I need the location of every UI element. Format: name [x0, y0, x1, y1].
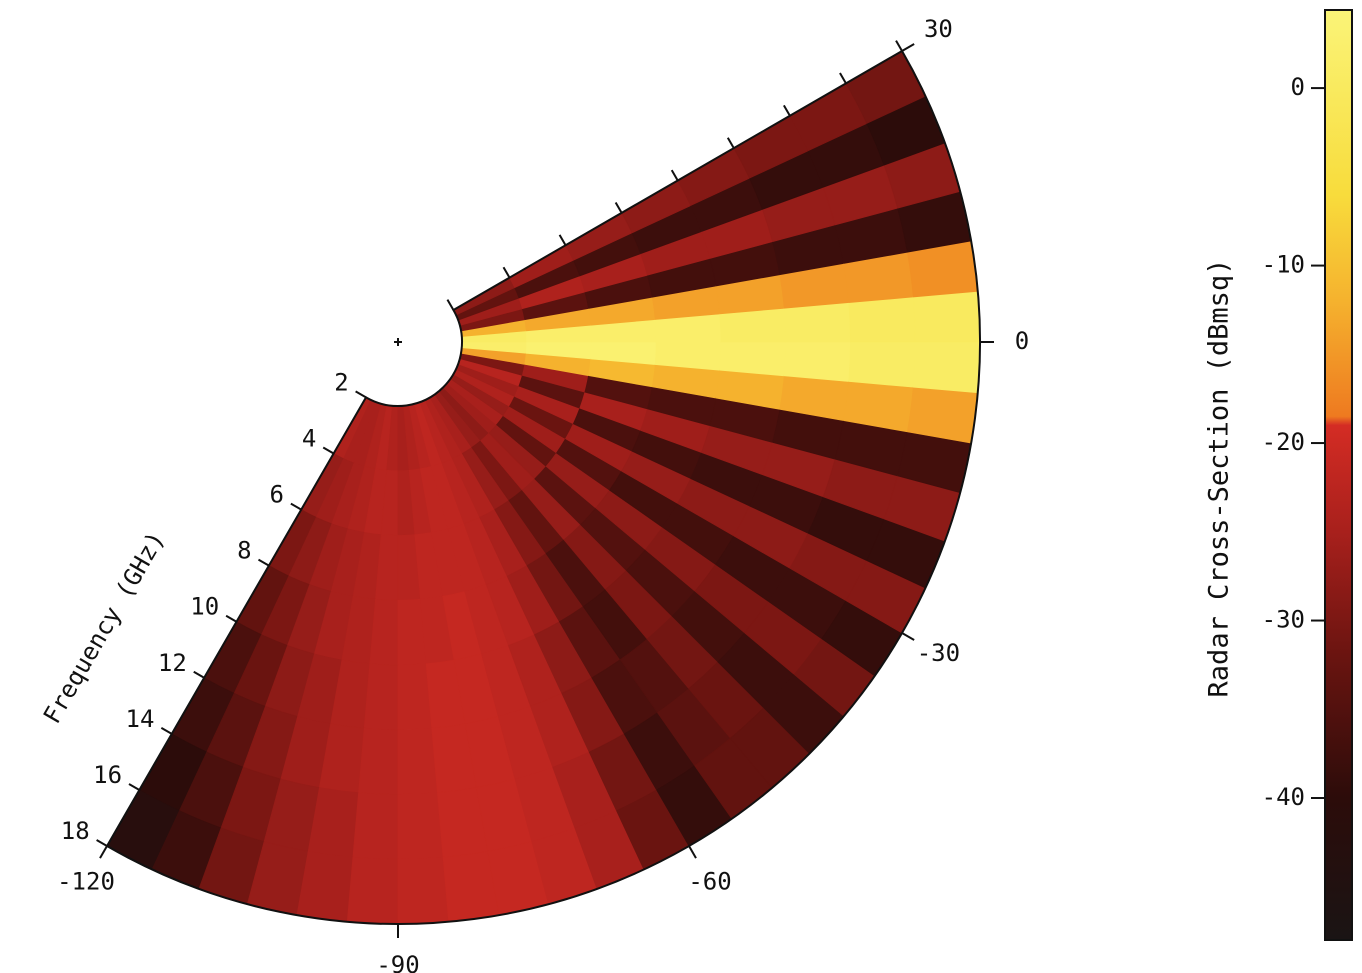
theta-tick-label: -30 [917, 639, 960, 667]
r-tick [194, 672, 204, 678]
r-tick [784, 105, 790, 115]
r-tick [129, 784, 139, 790]
colorbar-label: Radar Cross-Section (dBmsq) [1204, 259, 1235, 698]
r-tick-label: 6 [269, 481, 283, 509]
theta-tick [689, 846, 696, 858]
r-tick [672, 170, 678, 180]
r-tick [323, 448, 333, 454]
colorbar-tick-label: -10 [1262, 251, 1305, 279]
r-tick [504, 267, 510, 277]
theta-tick [902, 633, 914, 640]
heatmap-cell [398, 793, 443, 859]
r-tick-label: 4 [302, 425, 316, 453]
colorbar [1325, 10, 1352, 940]
r-tick [616, 202, 622, 212]
r-tick [97, 840, 107, 846]
r-tick [896, 41, 902, 51]
r-tick [226, 616, 236, 622]
theta-tick [902, 44, 914, 51]
r-tick-label: 2 [334, 368, 348, 396]
heatmap-cell [353, 793, 398, 859]
colorbar-tick-label: -30 [1262, 606, 1305, 634]
r-tick-label: 12 [158, 649, 187, 677]
chart: Frequency (GHz) Radar Cross-Section (dBm… [0, 0, 1362, 973]
r-tick [728, 138, 734, 148]
r-tick [356, 391, 366, 397]
r-tick-label: 18 [61, 817, 90, 845]
r-tick [258, 560, 268, 566]
theta-tick-label: -120 [57, 867, 115, 895]
r-tick [560, 235, 566, 245]
colorbar-tick-label: 0 [1291, 73, 1305, 101]
r-tick-label: 16 [93, 761, 122, 789]
radial-axis-label: Frequency (GHz) [38, 527, 171, 729]
heatmap-cell [784, 342, 850, 381]
heatmap-cell [913, 291, 980, 342]
r-tick-label: 14 [126, 705, 155, 733]
colorbar-tick-label: -40 [1262, 783, 1305, 811]
r-tick-label: 8 [237, 537, 251, 565]
heatmap-cell [364, 664, 398, 730]
heatmap-cell [359, 728, 398, 794]
theta-tick-label: 30 [924, 15, 953, 43]
heatmap-cell [720, 342, 786, 376]
center-mark [394, 338, 402, 346]
theta-tick-label: -90 [376, 951, 419, 973]
heatmap [107, 51, 980, 924]
heatmap-cell [849, 342, 915, 387]
heatmap-cell [784, 303, 850, 342]
heatmap-cell [849, 297, 915, 342]
r-tick [291, 504, 301, 510]
heatmap-cell [347, 857, 398, 924]
heatmap-cell [398, 728, 437, 794]
r-tick [161, 728, 171, 734]
r-tick-label: 10 [190, 593, 219, 621]
theta-tick-label: -60 [688, 867, 731, 895]
r-tick [447, 300, 453, 310]
theta-tick [100, 846, 107, 858]
theta-tick-label: 0 [1015, 327, 1029, 355]
heatmap-cell [913, 342, 980, 393]
r-tick [840, 73, 846, 83]
heatmap-cell [398, 857, 449, 924]
colorbar-tick-label: -20 [1262, 428, 1305, 456]
